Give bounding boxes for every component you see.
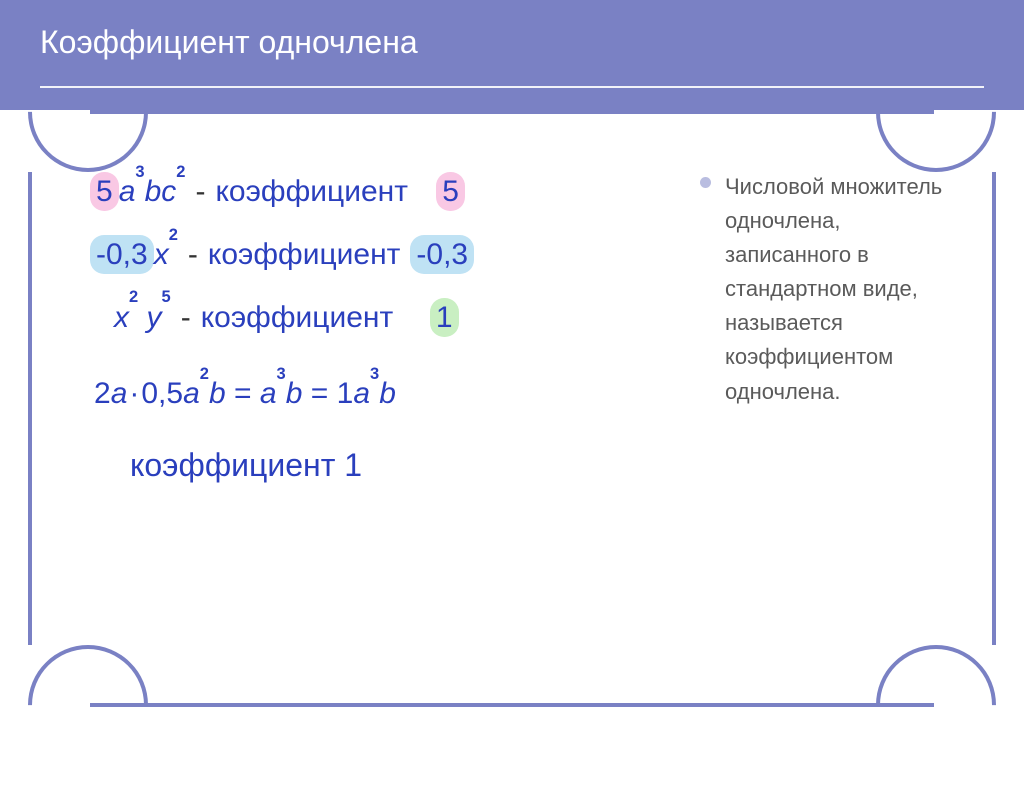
- content-area: 5a3bc2 - коэффициент 5 -0,3x2 - коэффици…: [70, 140, 964, 687]
- definition-column: Числовой множитель одночлена, записанног…: [670, 140, 964, 687]
- coef-result-3: 1: [430, 298, 459, 337]
- label-1: коэффициент: [215, 175, 408, 209]
- dash-1: -: [195, 175, 205, 209]
- frame-bottom: [90, 703, 934, 707]
- definition-text: Числовой множитель одночлена, записанног…: [725, 170, 944, 409]
- label-2: коэффициент: [208, 238, 401, 272]
- definition-bullet: Числовой множитель одночлена, записанног…: [700, 170, 944, 409]
- coef-lead-1: 5: [90, 172, 119, 211]
- bullet-dot-icon: [700, 177, 711, 188]
- label-3: коэффициент: [201, 301, 394, 335]
- dash-2: -: [188, 238, 198, 272]
- coef-lead-2: -0,3: [90, 235, 154, 274]
- example-1: 5a3bc2 - коэффициент 5: [90, 172, 670, 211]
- slide-header: Коэффициент одночлена: [0, 0, 1024, 110]
- example-4: 2a·0,5a2b = a3b = 1a3b: [94, 377, 670, 411]
- coef-one-text: коэффициент 1: [130, 447, 362, 484]
- frame-top: [90, 110, 934, 114]
- example-3: x2 y5 - коэффициент 1: [114, 298, 670, 337]
- coef-result-2: -0,3: [410, 235, 474, 274]
- slide-title: Коэффициент одночлена: [40, 24, 1024, 61]
- coef-result-1: 5: [436, 172, 465, 211]
- example-5: коэффициент 1: [130, 447, 670, 484]
- examples-column: 5a3bc2 - коэффициент 5 -0,3x2 - коэффици…: [70, 140, 670, 687]
- frame-right: [992, 172, 996, 645]
- dash-3: -: [181, 301, 191, 335]
- header-underline: [40, 86, 984, 88]
- example-2: -0,3x2 - коэффициент -0,3: [90, 235, 670, 274]
- slide-body: 5a3bc2 - коэффициент 5 -0,3x2 - коэффици…: [0, 110, 1024, 767]
- frame-left: [28, 172, 32, 645]
